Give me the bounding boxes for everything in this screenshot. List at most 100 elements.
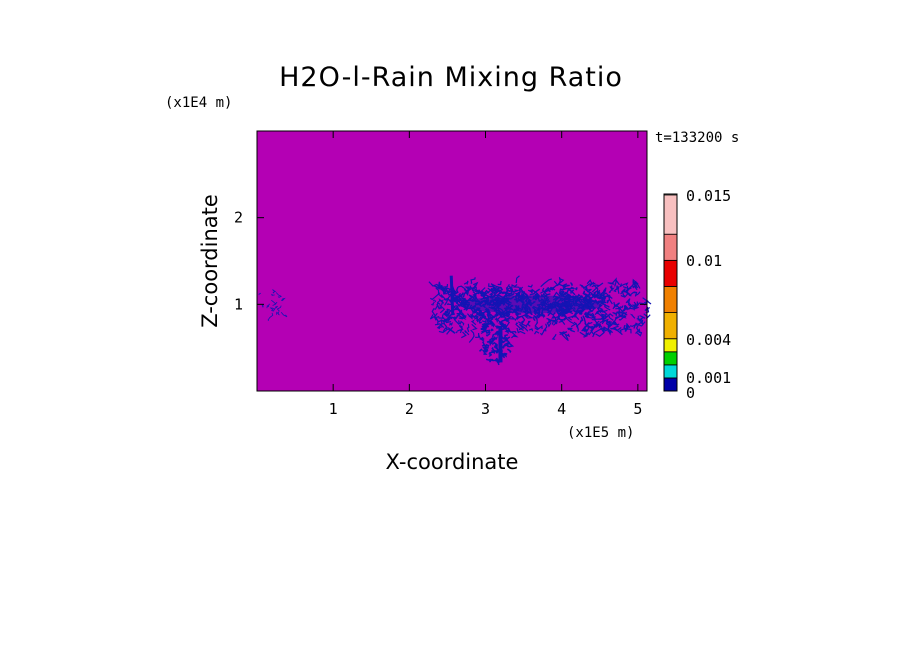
- rain-contour: [472, 287, 477, 292]
- rain-contour: [579, 316, 584, 323]
- rain-contour: [544, 307, 550, 311]
- colorbar-swatch: [663, 338, 678, 353]
- rain-contour: [472, 307, 479, 313]
- rain-contour: [485, 343, 490, 349]
- rain-contour: [496, 303, 502, 309]
- rain-contour: [490, 283, 495, 293]
- x-axis-ticks: 1 2 3 4 5: [329, 131, 642, 418]
- rain-contour: [483, 327, 487, 331]
- rain-contour: [470, 299, 480, 303]
- rain-contour: [586, 326, 595, 336]
- rain-contour: [524, 292, 529, 300]
- rain-contour: [493, 345, 498, 351]
- rain-contour: [456, 299, 462, 307]
- rain-contour: [441, 285, 447, 295]
- rain-contour: [499, 321, 503, 326]
- rain-contour: [592, 293, 601, 299]
- rain-contour: [534, 311, 541, 317]
- rain-contour: [500, 314, 504, 318]
- rain-contour: [552, 295, 559, 301]
- rain-contour: [608, 322, 620, 328]
- rain-contour: [546, 322, 552, 328]
- x-tick-label: 3: [481, 400, 490, 418]
- rain-contour: [482, 299, 487, 305]
- rain-contour: [593, 284, 601, 296]
- rain-contour: [540, 278, 552, 288]
- rain-contour: [478, 313, 485, 317]
- rain-contour: [489, 337, 496, 342]
- rain-contour: [430, 292, 441, 301]
- rain-contour: [489, 358, 493, 363]
- rain-contour: [446, 326, 454, 335]
- rain-contour: [464, 288, 472, 294]
- rain-contour: [446, 303, 452, 305]
- rain-contour: [439, 305, 446, 314]
- rain-contour: [495, 357, 499, 362]
- rain-contour: [536, 313, 544, 319]
- colorbar-swatch: [663, 286, 678, 314]
- colorbar-tick-label: 0.015: [686, 187, 731, 205]
- rain-contour: [602, 327, 609, 333]
- rain-contour: [460, 302, 468, 310]
- rain-contour: [497, 290, 503, 298]
- rain-contour: [557, 283, 568, 288]
- rain-contour: [565, 307, 573, 313]
- plot-frame: [256, 130, 648, 392]
- colorbar-swatch: [663, 377, 678, 392]
- rain-contour: [471, 323, 478, 331]
- rain-contour: [434, 323, 445, 329]
- rain-contour: [464, 286, 470, 290]
- rain-contour: [558, 277, 565, 285]
- rain-contour: [615, 315, 627, 320]
- rain-contour: [519, 300, 525, 309]
- rain-contour: [573, 306, 584, 316]
- rain-contour: [533, 305, 541, 309]
- rain-contour: [478, 348, 483, 352]
- rain-contour: [551, 315, 558, 325]
- rain-contour: [489, 316, 494, 322]
- rain-contour: [618, 311, 627, 321]
- rain-contour: [272, 301, 278, 306]
- rain-contour: [570, 295, 576, 303]
- rain-contour: [533, 330, 540, 335]
- rain-contour: [500, 296, 505, 302]
- y-tick-label: 1: [234, 295, 243, 313]
- rain-contour: [472, 308, 485, 315]
- rain-contour: [518, 296, 526, 302]
- rain-contour: [473, 302, 478, 308]
- rain-contour: [593, 290, 598, 295]
- rain-contour: [493, 306, 503, 315]
- rain-contour: [590, 299, 599, 305]
- rain-contour: [504, 291, 513, 295]
- rain-contour: [508, 292, 515, 298]
- rain-shaft-core: [498, 326, 503, 363]
- colorbar-tick-label: 0: [686, 384, 695, 402]
- rain-contour: [525, 296, 532, 303]
- rain-contour: [275, 305, 278, 309]
- rain-contour: [554, 300, 565, 308]
- rain-contour: [506, 327, 511, 333]
- rain-contour: [491, 359, 495, 362]
- rain-contour: [475, 300, 481, 306]
- y-multiplier-label: (x1E4 m): [165, 95, 232, 111]
- rain-contour: [584, 331, 590, 337]
- rain-contour: [570, 289, 576, 296]
- rain-contour: [615, 286, 620, 294]
- rain-contour: [495, 288, 504, 293]
- rain-contour: [527, 284, 533, 288]
- rain-contour: [474, 315, 480, 320]
- rain-contour: [565, 317, 575, 325]
- rain-contour: [529, 288, 541, 296]
- rain-contour: [501, 300, 506, 306]
- rain-contour: [472, 281, 479, 292]
- rain-contour: [548, 309, 553, 314]
- rain-contour: [533, 315, 538, 320]
- rain-contour: [501, 322, 506, 328]
- rain-contour: [583, 311, 589, 318]
- rain-contour: [620, 282, 629, 287]
- rain-contour: [463, 280, 469, 285]
- x-tick-label: 1: [329, 400, 338, 418]
- rain-contour: [547, 319, 553, 324]
- rain-contour: [528, 308, 533, 316]
- rain-contour: [489, 292, 496, 298]
